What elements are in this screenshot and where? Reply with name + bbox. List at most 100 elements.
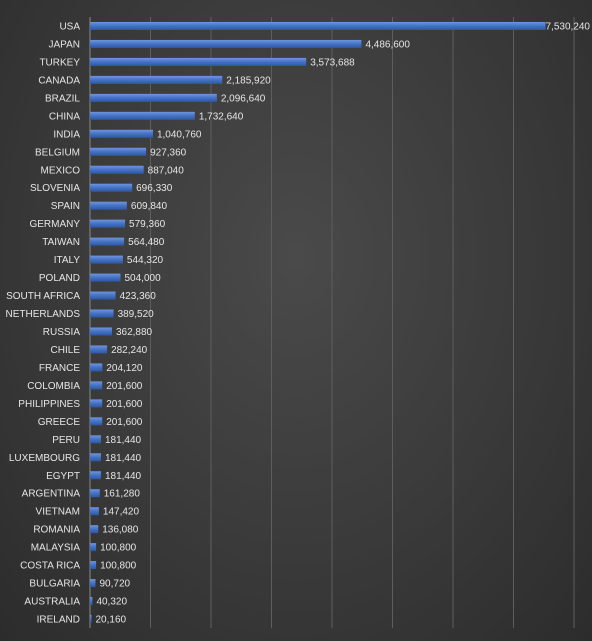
value-label: 389,520 [118, 309, 155, 320]
bar [90, 615, 92, 624]
value-label: 887,040 [148, 165, 185, 176]
category-label: CANADA [38, 75, 80, 86]
bar [90, 309, 114, 318]
bar [90, 147, 147, 156]
bar [90, 453, 101, 462]
value-label: 1,040,760 [157, 129, 202, 140]
value-label: 181,440 [105, 471, 142, 482]
category-label: SPAIN [51, 201, 80, 212]
value-label: 181,440 [105, 435, 142, 446]
value-label: 3,573,688 [310, 57, 355, 68]
bar [90, 273, 121, 282]
category-label: BELGIUM [35, 147, 80, 158]
bar [90, 579, 96, 588]
value-label: 564,480 [128, 237, 165, 248]
category-label: NETHERLANDS [6, 309, 81, 320]
category-label: INDIA [53, 129, 80, 140]
category-label: LUXEMBOURG [9, 453, 80, 464]
value-label: 201,600 [106, 417, 143, 428]
value-label: 100,800 [100, 543, 137, 554]
value-label: 201,600 [106, 399, 143, 410]
bar [90, 255, 123, 264]
category-label: TURKEY [39, 57, 80, 68]
category-label: USA [59, 21, 80, 32]
bar [90, 597, 93, 606]
value-label: 927,360 [150, 147, 187, 158]
category-label: FRANCE [39, 363, 80, 374]
value-label: 204,120 [106, 363, 143, 374]
category-label: CHILE [51, 345, 81, 356]
bar [90, 165, 144, 174]
category-label: RUSSIA [43, 327, 81, 338]
bar [90, 291, 116, 300]
category-label: EGYPT [46, 471, 80, 482]
category-label: SLOVENIA [30, 183, 80, 194]
bar [90, 111, 195, 120]
category-label: MEXICO [41, 165, 81, 176]
category-label: MALAYSIA [31, 543, 81, 554]
value-label: 20,160 [96, 615, 127, 626]
bar [90, 471, 101, 480]
value-label: 696,330 [136, 183, 173, 194]
value-label: 282,240 [111, 345, 148, 356]
bar [90, 327, 112, 336]
bar [90, 381, 103, 390]
bar [90, 201, 127, 210]
category-label: CHINA [49, 111, 80, 122]
value-label: 609,840 [131, 201, 168, 212]
value-label: 2,096,640 [221, 93, 266, 104]
bar [90, 39, 362, 48]
category-label: POLAND [39, 273, 80, 284]
value-label: 90,720 [99, 579, 130, 590]
bar [90, 21, 546, 30]
bar [90, 561, 97, 570]
category-label: GREECE [38, 417, 81, 428]
bar [90, 399, 103, 408]
category-label: ITALY [54, 255, 81, 266]
bar [90, 525, 99, 534]
value-label: 362,880 [116, 327, 153, 338]
category-label: JAPAN [49, 39, 81, 50]
bar [90, 345, 108, 354]
bar [90, 183, 133, 192]
bar [90, 543, 97, 552]
category-label: PERU [52, 435, 80, 446]
bar [90, 57, 307, 66]
bar [90, 435, 101, 444]
category-label: SOUTH AFRICA [6, 291, 80, 302]
value-label: 1,732,640 [199, 111, 244, 122]
value-label: 544,320 [127, 255, 164, 266]
value-label: 181,440 [105, 453, 142, 464]
category-label: ROMANIA [33, 525, 80, 536]
category-label: PHILIPPINES [18, 399, 80, 410]
value-label: 201,600 [106, 381, 143, 392]
category-label: COSTA RICA [20, 561, 80, 572]
category-label: AUSTRALIA [24, 597, 80, 608]
bar [90, 219, 126, 228]
bar [90, 489, 100, 498]
category-label: GERMANY [29, 219, 80, 230]
value-label: 579,360 [129, 219, 166, 230]
category-label: BRAZIL [45, 93, 80, 104]
category-label: VIETNAM [36, 507, 80, 518]
bar [90, 93, 217, 102]
value-label: 100,800 [100, 561, 137, 572]
value-label: 504,000 [124, 273, 161, 284]
bar [90, 417, 103, 426]
bar [90, 237, 125, 246]
category-label: TAIWAN [42, 237, 80, 248]
value-label: 161,280 [104, 489, 141, 500]
value-label: 147,420 [103, 507, 140, 518]
category-label: BULGARIA [29, 579, 80, 590]
bar [90, 507, 99, 516]
value-label: 4,486,600 [365, 39, 410, 50]
category-label: IRELAND [37, 615, 80, 626]
bar [90, 129, 153, 138]
category-label: COLOMBIA [27, 381, 80, 392]
value-label: 7,530,240 [546, 21, 591, 32]
bar [90, 363, 103, 372]
value-label: 423,360 [120, 291, 157, 302]
bar [90, 75, 223, 84]
